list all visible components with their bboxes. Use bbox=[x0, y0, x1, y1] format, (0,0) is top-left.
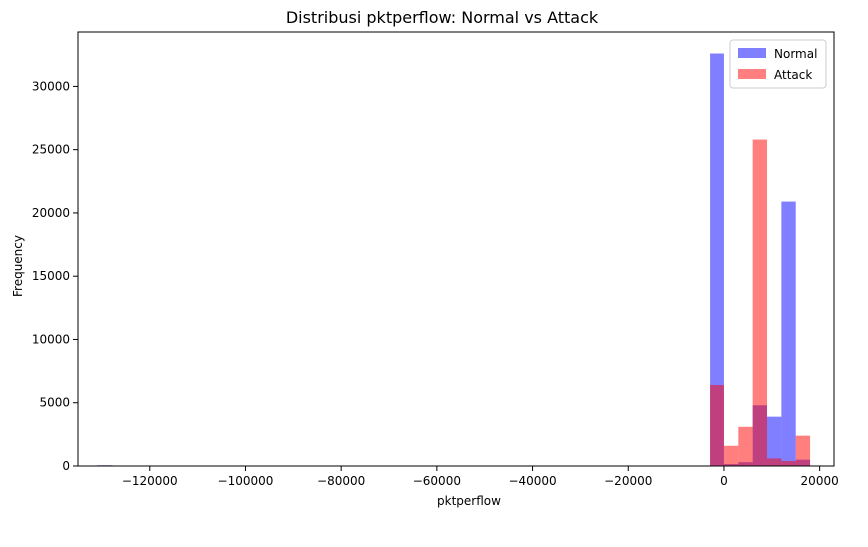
y-tick-label: 15000 bbox=[32, 269, 70, 283]
x-tick-label: −20000 bbox=[604, 474, 652, 488]
x-tick-label: −80000 bbox=[317, 474, 365, 488]
legend-swatch-normal bbox=[738, 48, 766, 58]
x-axis-label: pktperflow bbox=[437, 494, 501, 508]
y-tick-label: 30000 bbox=[32, 79, 70, 93]
histogram-bar-attack bbox=[752, 139, 768, 466]
x-tick-label: 0 bbox=[720, 474, 728, 488]
plot-frame bbox=[77, 31, 835, 467]
x-tick-label: −60000 bbox=[413, 474, 461, 488]
legend-label-attack: Attack bbox=[774, 68, 812, 82]
y-tick-label: 0 bbox=[62, 459, 70, 473]
histogram-bar-normal bbox=[767, 416, 782, 466]
y-axis-label: Frequency bbox=[11, 235, 25, 297]
x-axis: −120000 −100000 −80000 −60000 −40000 −20000 0 2… bbox=[122, 466, 839, 488]
histogram-bar-attack bbox=[767, 458, 782, 466]
y-tick-label: 5000 bbox=[39, 396, 70, 410]
histogram-bar-attack bbox=[781, 460, 796, 466]
x-tick-label: −40000 bbox=[508, 474, 556, 488]
plot-area bbox=[97, 53, 811, 467]
x-tick-label: 20000 bbox=[801, 474, 839, 488]
histogram-bar-attack bbox=[710, 385, 724, 466]
y-tick-label: 20000 bbox=[32, 206, 70, 220]
x-tick-label: −100000 bbox=[218, 474, 274, 488]
histogram-bar-attack bbox=[738, 426, 753, 466]
histogram-bar-attack bbox=[723, 445, 739, 466]
y-axis: 0 5000 10000 15000 20000 25000 30000 bbox=[32, 79, 78, 473]
y-tick-label: 25000 bbox=[32, 143, 70, 157]
histogram-bar-normal bbox=[781, 201, 796, 466]
legend: Normal Attack bbox=[729, 39, 827, 89]
chart-title: Distribusi pktperflow: Normal vs Attack bbox=[286, 8, 599, 27]
legend-swatch-attack bbox=[738, 69, 766, 79]
y-tick-label: 10000 bbox=[32, 332, 70, 346]
x-tick-label: −120000 bbox=[122, 474, 178, 488]
histogram-bar-attack bbox=[795, 435, 811, 466]
legend-label-normal: Normal bbox=[774, 47, 817, 61]
histogram-bar-normal bbox=[710, 53, 724, 467]
